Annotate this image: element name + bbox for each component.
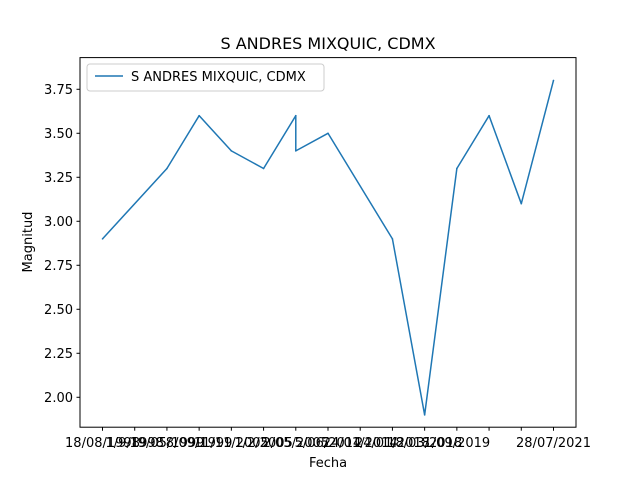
x-tick-label: 8/09/1999	[166, 436, 233, 451]
plot-area	[101, 79, 555, 416]
x-tick-label: 18/03/2018	[387, 436, 462, 451]
y-tick-label: 2.00	[44, 391, 73, 406]
x-tick-label: 19/05/1999	[129, 436, 204, 451]
x-tick-label: 18/08/1998	[65, 436, 140, 451]
x-tick-label: 24/01/2014	[323, 436, 398, 451]
data-point	[327, 132, 329, 135]
data-point	[552, 79, 555, 82]
x-axis-title: Fecha	[309, 456, 347, 471]
data-point	[456, 167, 458, 170]
data-point	[294, 150, 297, 152]
legend: S ANDRES MIXQUIC, CDMX	[86, 63, 325, 92]
y-tick-label: 2.50	[44, 303, 73, 318]
x-tick-label: 1/2/2005	[234, 436, 292, 451]
data-point	[294, 114, 297, 117]
data-point	[262, 167, 265, 170]
data-point	[391, 238, 394, 240]
data-point	[166, 167, 168, 170]
x-tick-label: 24/01/2018	[355, 436, 430, 451]
y-tick-label: 3.75	[44, 83, 73, 98]
legend-box	[86, 63, 325, 92]
x-tick-label: 28/07/2021	[516, 436, 591, 451]
y-tick-label: 3.25	[44, 171, 73, 186]
y-tick-label: 2.25	[44, 347, 73, 362]
legend-label: S ANDRES MIXQUIC, CDMX	[131, 70, 306, 85]
chart-title: S ANDRES MIXQUIC, CDMX	[220, 34, 435, 53]
x-tick-label: 2/05/2005	[262, 436, 329, 451]
x-tick-label: 1/9/1998	[106, 436, 164, 451]
x-tick-label: 1/09/2019	[424, 436, 491, 451]
series-line	[101, 80, 555, 416]
data-point	[520, 202, 523, 205]
y-tick-label: 3.00	[44, 215, 73, 230]
data-point	[488, 114, 490, 117]
data-point	[198, 114, 200, 117]
x-axis: 18/08/19981/9/199819/05/19998/09/199911/…	[65, 427, 591, 451]
y-axis-title: Magnitud	[21, 212, 36, 273]
y-axis: 2.00 2.25 2.50 2.75 3.00 3.25 3.50 3.75	[44, 83, 80, 406]
x-tick-label: 11/11/2005	[194, 436, 269, 451]
data-point	[230, 150, 233, 152]
y-tick-label: 3.50	[44, 127, 73, 142]
y-tick-label: 2.75	[44, 259, 73, 274]
x-tick-label: 5/06/2014	[295, 436, 362, 451]
data-point	[423, 414, 426, 416]
data-point	[101, 238, 104, 240]
